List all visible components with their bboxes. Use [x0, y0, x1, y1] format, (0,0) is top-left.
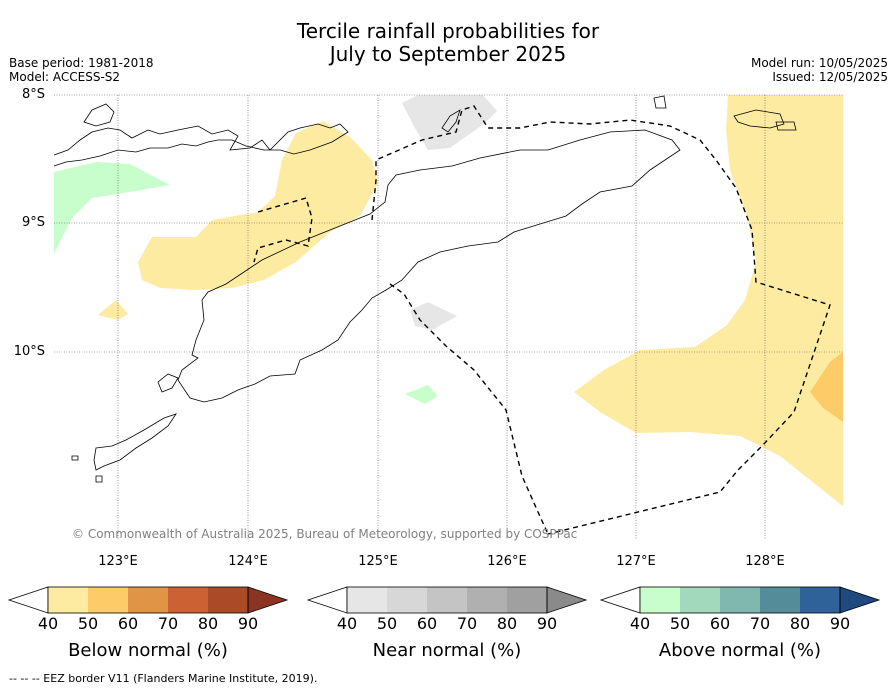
issued-date: Issued: 12/05/2025 — [772, 70, 888, 84]
near-colorbar-segment — [347, 587, 387, 613]
meta-right: Model run: 10/05/2025 Issued: 12/05/2025 — [751, 56, 888, 84]
below-colorbar-segment — [128, 587, 168, 613]
near-normal-region-north — [402, 95, 497, 150]
lat-label-9s: 9°S — [21, 215, 45, 230]
gridlines — [54, 94, 843, 540]
model-name: Model: ACCESS-S2 — [9, 70, 121, 84]
meta-left: Base period: 1981-2018 Model: ACCESS-S2 — [9, 56, 154, 84]
islet-6 — [71, 455, 79, 461]
above-normal-region-small — [405, 385, 438, 404]
above-colorbar-outline — [639, 586, 841, 614]
timor-coastline — [177, 129, 681, 403]
below-colorbar-outline — [47, 586, 249, 614]
near-colorbar-segment — [427, 587, 467, 613]
base-period: Base period: 1981-2018 — [9, 56, 154, 70]
below-colorbar-segment — [48, 587, 88, 613]
model-run: Model run: 10/05/2025 — [750, 56, 888, 70]
eez-border-west — [253, 197, 313, 263]
probability-regions — [54, 95, 843, 506]
near-tick-80: 80 — [496, 614, 518, 633]
above-colorbar-segment — [640, 587, 680, 613]
near-tick-70: 70 — [456, 614, 478, 633]
map-title: Tercile rainfall probabilities for July … — [0, 20, 896, 66]
lon-label-124e: 124°E — [228, 554, 268, 569]
lon-label-125e: 125°E — [358, 554, 398, 569]
above-normal-region-west — [54, 162, 170, 254]
above-colorbar-segment — [800, 587, 840, 613]
colorbar-tick-row: 40 50 60 70 80 90 40 50 60 70 80 90 40 5… — [0, 614, 896, 636]
below-tick-50: 50 — [77, 614, 99, 633]
near-normal-region-small — [410, 302, 457, 330]
below-colorbar-segment — [168, 587, 208, 613]
near-colorbar-segment — [507, 587, 547, 613]
lat-label-8s: 8°S — [21, 87, 45, 102]
semau-coastline — [157, 373, 179, 393]
below-tick-70: 70 — [157, 614, 179, 633]
islet-4 — [775, 121, 797, 131]
below-normal-region-small — [98, 300, 128, 320]
copyright-credit: © Commonwealth of Australia 2025, Bureau… — [72, 527, 578, 541]
eez-border-east — [371, 105, 831, 535]
near-colorbar-segment — [387, 587, 427, 613]
above-tick-80: 80 — [789, 614, 811, 633]
rote-coastline — [93, 413, 177, 471]
above-colorbar-segment — [760, 587, 800, 613]
below-tick-90: 90 — [237, 614, 259, 633]
below-normal-region-east — [574, 95, 843, 506]
above-tick-90: 90 — [829, 614, 851, 633]
near-colorbar-outline — [346, 586, 548, 614]
title-line-2: July to September 2025 — [329, 42, 567, 66]
above-colorbar-segment — [720, 587, 760, 613]
above-colorbar-extend-high — [839, 586, 881, 614]
below-tick-80: 80 — [197, 614, 219, 633]
above-tick-70: 70 — [749, 614, 771, 633]
above-tick-40: 40 — [629, 614, 651, 633]
coastlines — [53, 95, 797, 483]
near-colorbar-segment — [467, 587, 507, 613]
islet-1 — [83, 103, 115, 127]
northern-islands-coastline — [53, 123, 349, 167]
islet-7 — [95, 475, 103, 483]
near-colorbar-extend-high — [546, 586, 588, 614]
above-tick-50: 50 — [669, 614, 691, 633]
below-tick-40: 40 — [37, 614, 59, 633]
eez-border-south — [389, 283, 549, 535]
near-tick-40: 40 — [336, 614, 358, 633]
title-line-1: Tercile rainfall probabilities for — [296, 19, 600, 43]
lon-label-127e: 127°E — [616, 554, 656, 569]
above-colorbar-extend-low — [599, 586, 641, 614]
below-normal-region-orange — [810, 352, 843, 422]
below-colorbar-extend-high — [247, 586, 289, 614]
below-colorbar-extend-low — [7, 586, 49, 614]
colorbars — [7, 586, 881, 614]
islet-2 — [441, 109, 461, 133]
below-normal-region-west — [138, 121, 378, 290]
islet-5 — [653, 95, 667, 109]
above-normal-title: Above normal (%) — [658, 640, 822, 661]
lat-label-10s: 10°S — [13, 344, 45, 359]
above-colorbar-segment — [680, 587, 720, 613]
near-tick-50: 50 — [376, 614, 398, 633]
below-colorbar-segment — [208, 587, 248, 613]
near-tick-90: 90 — [536, 614, 558, 633]
lon-label-123e: 123°E — [98, 554, 138, 569]
eez-borders — [253, 105, 831, 535]
below-normal-title: Below normal (%) — [68, 640, 228, 661]
lon-label-126e: 126°E — [487, 554, 527, 569]
near-tick-60: 60 — [416, 614, 438, 633]
below-tick-60: 60 — [117, 614, 139, 633]
eez-footnote: -- -- -- EEZ border V11 (Flanders Marine… — [9, 672, 318, 685]
lon-label-128e: 128°E — [745, 554, 785, 569]
below-colorbar-segment — [88, 587, 128, 613]
near-normal-title: Near normal (%) — [372, 640, 522, 661]
above-tick-60: 60 — [709, 614, 731, 633]
near-colorbar-extend-low — [306, 586, 348, 614]
